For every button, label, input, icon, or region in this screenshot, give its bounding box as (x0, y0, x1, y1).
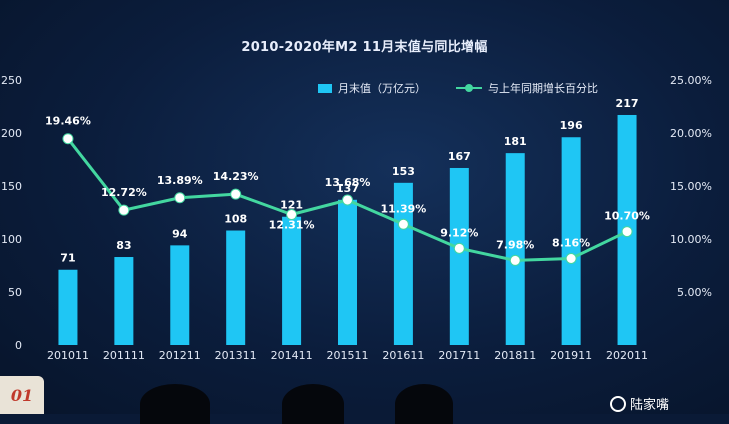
bar-value-label: 137 (336, 182, 359, 195)
line-value-label: 13.89% (157, 174, 203, 187)
y-left-tick-label: 100 (1, 233, 22, 246)
bar (338, 199, 357, 345)
line-value-label: 12.31% (269, 219, 315, 232)
y-right-tick-label: 10.00% (670, 233, 712, 246)
legend-item-bar: 月末值（万亿元） (318, 80, 426, 96)
bar-value-label: 181 (504, 135, 527, 148)
y-right-tick-label: 20.00% (670, 127, 712, 140)
audience-silhouette (282, 384, 344, 424)
line-point (174, 192, 186, 204)
x-tick-label: 201111 (103, 349, 145, 362)
x-tick-label: 201511 (327, 349, 369, 362)
bar (449, 167, 469, 345)
audience-silhouette (395, 384, 453, 424)
x-tick-label: 201211 (159, 349, 201, 362)
x-tick-label: 201611 (382, 349, 424, 362)
chart-legend: 月末值（万亿元） 与上年同期增长百分比 (318, 80, 598, 96)
y-left-tick-label: 200 (1, 127, 22, 140)
line-point (230, 188, 242, 200)
line-point (118, 204, 130, 216)
line-value-label: 12.72% (101, 186, 147, 199)
y-left-tick-label: 150 (1, 180, 22, 193)
line-value-label: 9.12% (440, 226, 478, 239)
legend-bar-label: 月末值（万亿元） (338, 82, 426, 95)
bar (114, 257, 134, 345)
slide-number-badge: 01 (0, 376, 44, 414)
x-tick-label: 201911 (550, 349, 592, 362)
bar (58, 269, 78, 345)
bar-value-label: 83 (116, 239, 131, 252)
bar-value-label: 94 (172, 227, 188, 240)
x-tick-label: 201411 (271, 349, 313, 362)
line-point (565, 253, 577, 265)
x-tick-label: 201311 (215, 349, 257, 362)
line-point (342, 194, 353, 206)
bar (505, 153, 525, 345)
line-value-label: 13.68% (325, 176, 371, 189)
legend-line-swatch (456, 83, 482, 93)
watermark: 陆家嘴 (610, 394, 669, 413)
line-point (62, 133, 74, 145)
line-point (453, 242, 465, 254)
legend-item-line: 与上年同期增长百分比 (456, 80, 598, 96)
line-point (621, 226, 633, 238)
chart-title: 2010-2020年M2 11月末值与同比增幅 (241, 40, 488, 55)
line-value-label: 8.16% (552, 237, 590, 250)
line-value-label: 14.23% (213, 170, 259, 183)
line-point (397, 218, 409, 230)
legend-line-label: 与上年同期增长百分比 (488, 82, 598, 95)
y-left-tick-label: 50 (8, 286, 22, 299)
audience-silhouette (140, 384, 210, 424)
bar-value-label: 71 (60, 252, 75, 265)
y-right-tick-label: 15.00% (670, 180, 712, 193)
line-value-label: 10.70% (604, 210, 650, 223)
bar-value-label: 121 (280, 199, 303, 212)
y-right-tick-label: 25.00% (670, 74, 712, 87)
bar (226, 230, 246, 345)
bar (561, 137, 581, 345)
line-value-label: 11.39% (380, 202, 426, 215)
line-value-label: 7.98% (496, 238, 534, 251)
wechat-icon (610, 395, 626, 412)
bar (282, 216, 302, 345)
y-right-tick-label: 5.00% (677, 286, 712, 299)
x-tick-label: 201811 (494, 349, 536, 362)
y-left-tick-label: 250 (1, 74, 22, 87)
y-left-tick-label: 0 (15, 339, 22, 352)
bar-value-label: 217 (616, 97, 639, 110)
bar (170, 245, 190, 345)
legend-bar-swatch (318, 83, 332, 93)
x-tick-label: 201011 (47, 349, 89, 362)
bar-value-label: 153 (392, 165, 415, 178)
line-point (509, 254, 521, 266)
line-point (286, 209, 298, 221)
chart-plot: 0 50 100 150 200 250 5.00% 10.00% 15.00% 20.00% 25… (1, 74, 712, 362)
bar-value-label: 108 (224, 213, 247, 226)
line-value-label: 19.46% (45, 115, 91, 128)
x-tick-label: 201711 (438, 349, 480, 362)
bar-value-label: 167 (448, 150, 471, 163)
x-tick-label: 202011 (606, 349, 648, 362)
bar-value-label: 196 (560, 119, 583, 132)
watermark-text: 陆家嘴 (630, 398, 670, 413)
